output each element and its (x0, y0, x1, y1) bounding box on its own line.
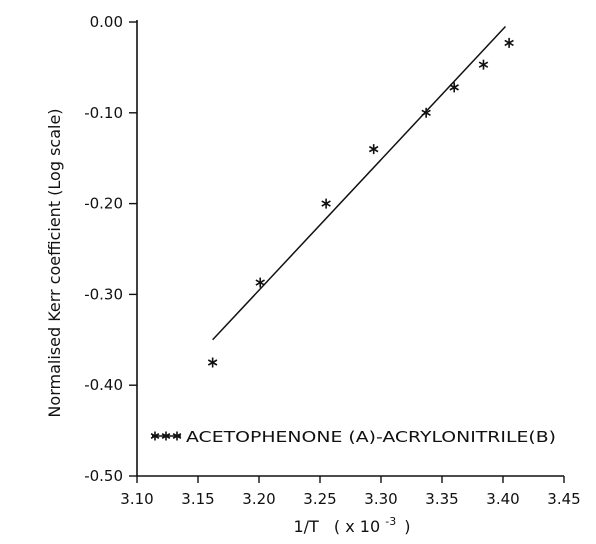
y-tick-label: -0.10 (84, 104, 123, 122)
y-tick-label: -0.20 (84, 195, 123, 213)
x-tick-label: 3.45 (547, 490, 580, 508)
axes (136, 20, 564, 477)
x-tick-label: 3.10 (120, 490, 153, 508)
legend-marker (161, 431, 171, 441)
y-axis-ticks: 0.00 -0.10 -0.20 -0.30 -0.40 -0.50 (84, 13, 137, 485)
legend-label: ACETOPHENONE (A)-ACRYLONITRILE(B) (186, 428, 556, 446)
x-axis-title-exponent: -3 (385, 515, 396, 528)
data-point (321, 198, 331, 209)
marker-stroke (161, 433, 171, 439)
data-point (449, 82, 459, 93)
marker-stroke (421, 109, 431, 116)
marker-stroke (478, 61, 489, 68)
x-axis-title-unit: ( x 10 (334, 517, 380, 536)
data-point (368, 144, 379, 155)
x-tick-label: 3.30 (364, 490, 397, 508)
legend-marker (172, 431, 182, 441)
regression-line (212, 26, 506, 341)
marker-stroke (255, 279, 265, 286)
marker-stroke (207, 359, 218, 366)
data-point (255, 277, 265, 288)
fit-line-group (212, 26, 506, 341)
x-tick-label: 3.20 (242, 490, 275, 508)
x-axis-title: 1/T ( x 10 -3 ) (293, 510, 410, 536)
x-axis-title-close: ) (404, 517, 410, 536)
y-tick-label: -0.40 (84, 376, 123, 394)
marker-stroke (150, 433, 160, 439)
marker-stroke (321, 200, 331, 207)
x-tick-label: 3.40 (486, 490, 519, 508)
marker-stroke (368, 145, 379, 153)
legend-marker (150, 431, 160, 441)
legend-markers (150, 431, 182, 441)
y-tick-label: -0.50 (84, 467, 123, 485)
marker-stroke (449, 84, 459, 91)
x-tick-label: 3.35 (425, 490, 458, 508)
x-tick-label: 3.15 (181, 490, 214, 508)
marker-stroke (172, 433, 182, 439)
x-axis-title-main: 1/T (293, 517, 319, 536)
data-point (207, 357, 218, 368)
y-axis-title: Normalised Kerr coefficient (Log scale) (45, 108, 64, 417)
data-point (421, 107, 431, 118)
legend: ACETOPHENONE (A)-ACRYLONITRILE(B) (150, 428, 556, 446)
x-axis-ticks: 3.10 3.15 3.20 3.25 3.30 3.35 3.40 3.45 (120, 476, 581, 508)
y-tick-label: 0.00 (90, 13, 123, 31)
data-point (504, 37, 514, 48)
data-point (478, 59, 489, 70)
x-tick-label: 3.25 (303, 490, 336, 508)
data-points (207, 37, 514, 368)
marker-stroke (504, 39, 514, 47)
y-tick-label: -0.30 (84, 285, 123, 303)
